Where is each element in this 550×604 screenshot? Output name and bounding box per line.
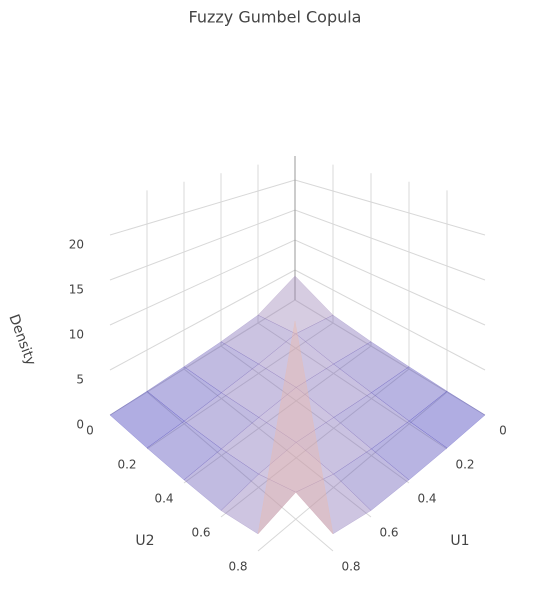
- x-tick-label: 0.6: [379, 526, 398, 540]
- surface-patch: [146, 366, 222, 422]
- z-grid-line: [109, 179, 486, 236]
- surface-patch: [183, 392, 260, 450]
- surface-patch: [109, 390, 185, 449]
- surface-patch: [295, 417, 372, 475]
- x-axis-title: U1: [450, 533, 469, 549]
- surface-patch: [220, 363, 297, 418]
- z-tick-label: 20: [69, 238, 84, 252]
- surface-patch: [220, 473, 297, 535]
- z-grid-line: [109, 209, 486, 281]
- surface-patch: [257, 275, 334, 335]
- surface-patch: [408, 390, 486, 449]
- z-axis-title: Density: [5, 312, 38, 367]
- z-tick-label: 15: [69, 283, 84, 297]
- z-tick-label: 10: [69, 328, 84, 342]
- surface-patch: [295, 363, 372, 418]
- surface-patch: [370, 366, 448, 422]
- y-tick-label: 0.4: [154, 492, 173, 506]
- surface-patch: [220, 417, 297, 475]
- z-tick-label: 5: [76, 373, 84, 387]
- surface-patch: [295, 473, 372, 535]
- x-tick-label: 0.8: [341, 560, 360, 574]
- surface-patch: [333, 392, 410, 450]
- surface-patch: [183, 448, 259, 511]
- surface-patch: [333, 341, 410, 394]
- surface-patch: [220, 314, 297, 365]
- x-tick-label: 0: [499, 424, 507, 438]
- y-axis-title: U2: [135, 533, 154, 549]
- y-tick-label: 0.6: [191, 526, 210, 540]
- x-tick-label: 0.4: [417, 492, 436, 506]
- x-tick-label: 0.2: [455, 458, 474, 472]
- surface-patch: [370, 420, 448, 481]
- surface-patch: [258, 333, 335, 388]
- surface-patch: [183, 341, 260, 394]
- chart-title: Fuzzy Gumbel Copula: [189, 8, 362, 27]
- y-tick-label: 0: [86, 424, 94, 438]
- surface-patch: [257, 320, 334, 535]
- z-tick-label: 0: [76, 418, 84, 432]
- y-tick-label: 0.2: [117, 458, 136, 472]
- surface-patch: [258, 387, 335, 443]
- surface-patch: [146, 420, 222, 481]
- surface-patch: [258, 442, 335, 493]
- surface-patch: [333, 448, 410, 511]
- surface-patch: [295, 314, 372, 365]
- y-tick-label: 0.8: [228, 560, 247, 574]
